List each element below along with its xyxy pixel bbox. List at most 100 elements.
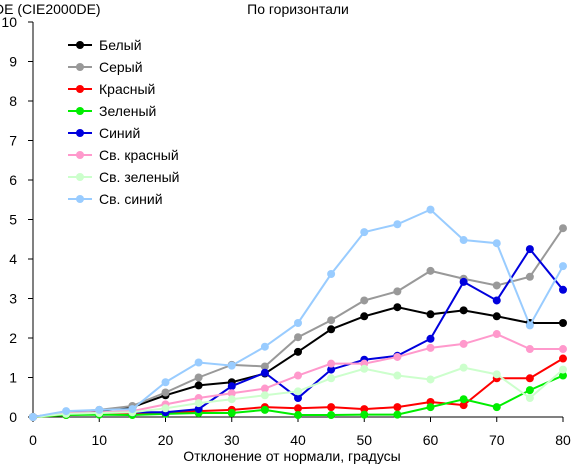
legend-label: Зеленый — [99, 103, 156, 119]
data-point — [327, 316, 336, 325]
data-point — [426, 310, 435, 319]
x-tick-label: 60 — [423, 432, 439, 448]
legend-swatch-marker — [76, 129, 84, 137]
data-point — [393, 410, 402, 419]
data-point — [327, 325, 336, 334]
y-tick-label: 3 — [9, 291, 17, 307]
legend-label: Св. синий — [99, 191, 163, 207]
data-point — [294, 371, 302, 380]
y-tick-label: 9 — [9, 54, 17, 70]
data-point — [559, 318, 567, 327]
x-tick-label: 20 — [158, 432, 174, 448]
data-point — [426, 375, 435, 384]
data-point — [95, 405, 104, 414]
legend-item: Св. красный — [68, 147, 179, 163]
y-ticks: 0 1 2 3 4 5 6 7 8 9 10 — [1, 14, 33, 425]
data-point — [194, 405, 203, 414]
data-point — [492, 239, 501, 248]
data-point — [525, 272, 534, 281]
data-point — [393, 352, 402, 361]
x-tick-label: 50 — [356, 432, 372, 448]
data-point — [393, 403, 402, 412]
data-point — [393, 303, 402, 312]
data-point — [459, 306, 468, 315]
legend-swatch-marker — [76, 107, 84, 115]
data-point — [128, 405, 137, 414]
data-point — [525, 321, 534, 330]
data-point — [559, 371, 567, 380]
data-point — [525, 345, 534, 354]
data-point — [492, 281, 501, 290]
data-point — [559, 285, 567, 294]
data-point — [525, 374, 534, 383]
data-point — [227, 409, 236, 418]
data-point — [360, 405, 369, 414]
data-point — [492, 370, 501, 379]
data-point — [426, 266, 435, 275]
data-point — [294, 394, 302, 403]
x-tick-label: 80 — [555, 432, 571, 448]
data-point — [294, 333, 302, 342]
data-point — [327, 403, 336, 412]
data-point — [492, 296, 501, 305]
data-point — [194, 381, 203, 390]
y-axis-label: DE (CIE2000DE) — [0, 1, 101, 17]
series-8 — [29, 205, 567, 421]
data-point — [62, 407, 71, 416]
data-point — [459, 395, 468, 404]
data-point — [559, 262, 567, 271]
data-point — [492, 403, 501, 412]
legend: Белый Серый Красный Зеленый Синий Св. красный… — [68, 37, 179, 207]
x-tick-label: 70 — [489, 432, 505, 448]
data-point — [426, 403, 435, 412]
data-point — [360, 312, 369, 321]
legend-label: Св. зеленый — [99, 169, 179, 185]
data-point — [360, 296, 369, 305]
y-tick-label: 5 — [9, 212, 17, 228]
data-point — [194, 373, 203, 382]
legend-swatch-marker — [76, 41, 84, 49]
data-point — [360, 410, 369, 419]
data-point — [492, 312, 501, 321]
x-tick-label: 10 — [91, 432, 107, 448]
y-tick-label: 7 — [9, 133, 17, 149]
data-point — [360, 364, 369, 373]
data-point — [492, 330, 501, 339]
data-point — [459, 363, 468, 372]
data-point — [459, 339, 468, 348]
x-axis-label: Отклонение от нормали, градусы — [183, 448, 400, 464]
legend-item: Св. зеленый — [68, 169, 179, 185]
data-point — [426, 334, 435, 343]
data-point — [327, 365, 336, 374]
y-tick-label: 4 — [9, 251, 17, 267]
data-point — [426, 343, 435, 352]
data-point — [260, 384, 269, 393]
legend-item: Зеленый — [68, 103, 156, 119]
data-point — [525, 386, 534, 395]
x-tick-label: 40 — [290, 432, 306, 448]
data-point — [260, 342, 269, 351]
data-point — [327, 374, 336, 383]
data-point — [294, 318, 302, 327]
data-point — [426, 205, 435, 214]
data-point — [525, 245, 534, 254]
data-point — [559, 354, 567, 363]
data-point — [360, 228, 369, 237]
x-ticks: 0 10 20 30 40 50 60 70 80 — [29, 417, 571, 448]
x-tick-label: 0 — [29, 432, 37, 448]
data-point — [294, 411, 302, 420]
y-tick-label: 10 — [1, 14, 17, 30]
data-point — [459, 236, 468, 245]
data-point — [393, 287, 402, 296]
legend-label: Синий — [99, 125, 140, 141]
data-point — [260, 368, 269, 377]
data-point — [161, 378, 170, 387]
data-point — [459, 401, 468, 410]
legend-label: Красный — [99, 81, 155, 97]
legend-item: Серый — [68, 59, 143, 75]
data-point — [29, 413, 37, 421]
legend-swatch-marker — [76, 63, 84, 71]
y-tick-label: 2 — [9, 330, 17, 346]
data-point — [194, 399, 203, 408]
data-point — [525, 394, 534, 403]
